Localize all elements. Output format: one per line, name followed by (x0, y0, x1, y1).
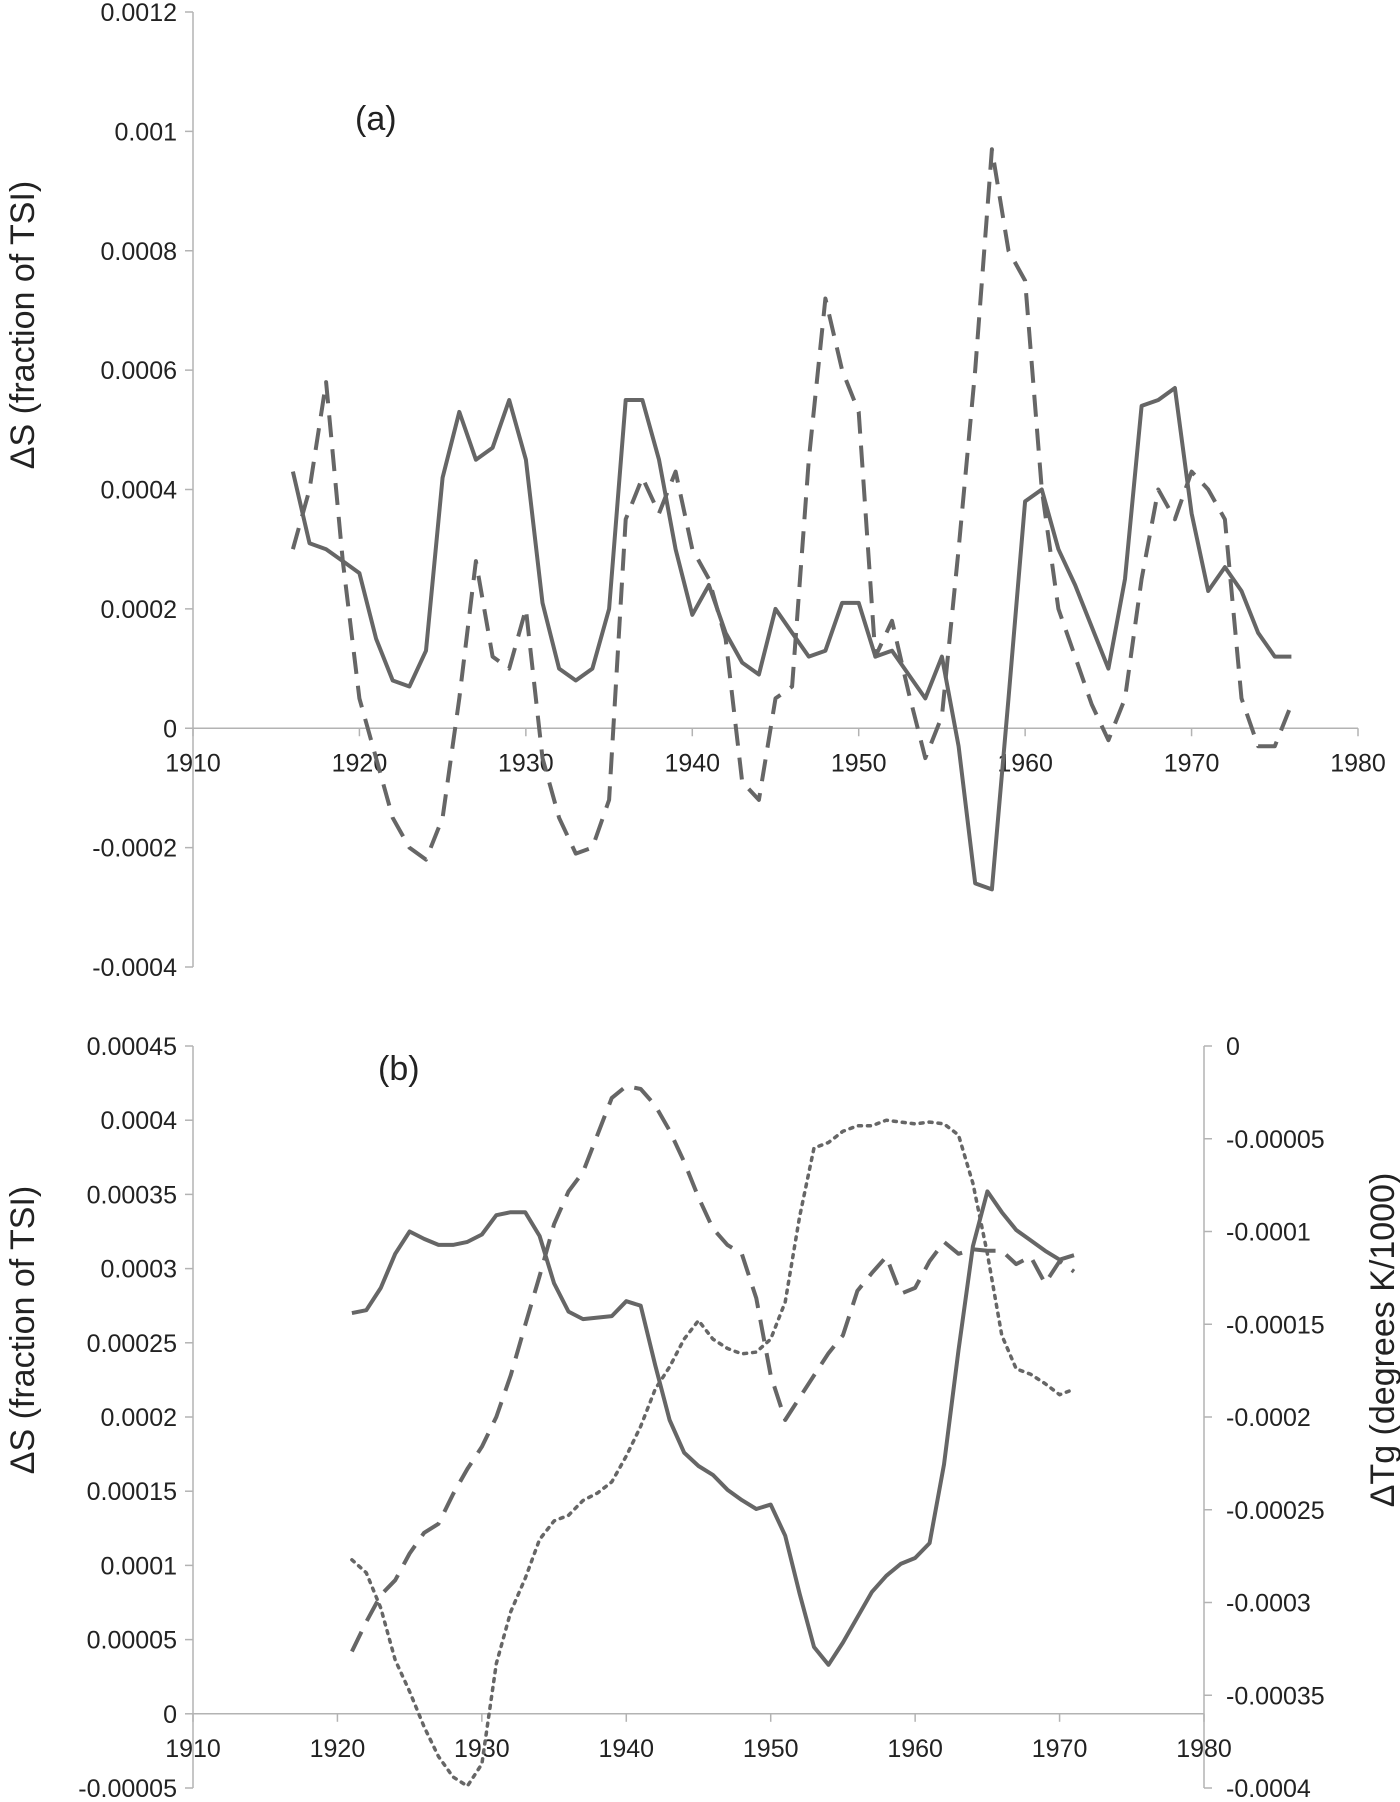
y-tick-label: -0.00005 (78, 1775, 177, 1802)
x-tick-label: 1910 (165, 749, 221, 777)
panel-b-left-y-tick-labels: 0.00045 0.0004 0.00035 0.0003 0.00025 0.0002 0… (78, 1033, 177, 1802)
x-tick-label: 1940 (598, 1735, 654, 1763)
y-tick-label: 0.0006 (101, 357, 177, 385)
x-tick-label: 1980 (1176, 1735, 1232, 1763)
x-tick-label: 1940 (664, 749, 720, 777)
x-tick-label: 1920 (310, 1735, 366, 1763)
y-tick-label: 0 (163, 715, 177, 743)
series-line-solid (351, 1189, 1075, 1667)
y-tick-label: 0.0004 (101, 477, 178, 505)
series-line-dashed (350, 1084, 1076, 1653)
x-tick-label: 1960 (997, 749, 1053, 777)
right-y-tick-label: -0.00005 (1226, 1126, 1325, 1154)
y-tick-label: 0.00045 (87, 1033, 177, 1061)
y-tick-label: 0.00035 (87, 1181, 177, 1209)
x-tick-label: 1970 (1032, 1735, 1088, 1763)
panel-b-right-y-axis-title: ΔTg (degrees K/1000) (1364, 1173, 1400, 1508)
right-y-tick-label: -0.00025 (1226, 1497, 1325, 1525)
right-y-tick-label: -0.00015 (1226, 1311, 1325, 1339)
y-tick-label: 0.001 (114, 118, 177, 146)
series-line-solid (290, 386, 1292, 892)
panel-b-x-tick-marks (192, 1713, 1205, 1722)
right-y-tick-label: 0 (1226, 1033, 1240, 1061)
x-tick-label: 1980 (1330, 749, 1386, 777)
right-y-tick-label: -0.0003 (1226, 1590, 1311, 1618)
series-line-dashed (290, 147, 1294, 862)
y-tick-label: -0.0002 (92, 835, 177, 863)
y-tick-label: 0.00005 (87, 1627, 177, 1655)
x-tick-label: 1950 (831, 749, 887, 777)
panel-b-series (350, 1084, 1076, 1788)
panel-b: 0.00045 0.0004 0.00035 0.0003 0.00025 0.0002 0… (4, 1033, 1400, 1802)
y-tick-label: 0.00015 (87, 1478, 177, 1506)
x-tick-label: 1960 (887, 1735, 943, 1763)
series-line-dotted (350, 1118, 1076, 1788)
panel-a-y-tick-marks (185, 11, 193, 968)
x-tick-label: 1970 (1164, 749, 1220, 777)
panel-b-label: (b) (378, 1050, 420, 1088)
panel-a-x-tick-marks (192, 728, 1359, 737)
panel-b-x-tick-labels: 1910 1920 1930 1940 1950 1960 1970 1980 (165, 1735, 1232, 1763)
panel-a-y-axis-title: ΔS (fraction of TSI) (4, 181, 42, 470)
panel-a-y-tick-labels: 0.0012 0.001 0.0008 0.0006 0.0004 0.0002 0 -0.0… (92, 0, 177, 982)
panel-b-right-y-tick-marks (1204, 1045, 1212, 1789)
x-tick-label: 1950 (743, 1735, 799, 1763)
y-tick-label: 0.0008 (101, 238, 177, 266)
panel-b-left-y-axis-title: ΔS (fraction of TSI) (4, 1186, 42, 1475)
panel-a-label: (a) (355, 100, 397, 138)
x-tick-label: 1910 (165, 1735, 221, 1763)
y-tick-label: 0.0003 (101, 1256, 177, 1284)
y-tick-label: 0.0002 (101, 596, 177, 624)
panel-a: 0.0012 0.001 0.0008 0.0006 0.0004 0.0002 0 -0.0… (4, 0, 1386, 982)
right-y-tick-label: -0.0001 (1226, 1219, 1311, 1247)
panel-b-left-y-tick-marks (185, 1045, 193, 1789)
panel-b-right-y-tick-labels: 0 -0.00005 -0.0001 -0.00015 -0.0002 -0.00025 -… (1226, 1033, 1325, 1802)
y-tick-label: 0.0012 (101, 0, 177, 27)
y-tick-label: -0.0004 (92, 954, 177, 982)
panel-a-x-tick-labels: 1910 1920 1930 1940 1950 1960 1970 1980 (165, 749, 1386, 777)
right-y-tick-label: -0.0002 (1226, 1404, 1311, 1432)
y-tick-label: 0.0004 (101, 1107, 178, 1135)
right-y-tick-label: -0.0004 (1226, 1775, 1311, 1802)
panel-a-series (290, 147, 1294, 892)
y-tick-label: 0 (163, 1701, 177, 1729)
y-tick-label: 0.0001 (101, 1552, 177, 1580)
right-y-tick-label: -0.00035 (1226, 1682, 1325, 1710)
y-tick-label: 0.0002 (101, 1404, 177, 1432)
y-tick-label: 0.00025 (87, 1330, 177, 1358)
